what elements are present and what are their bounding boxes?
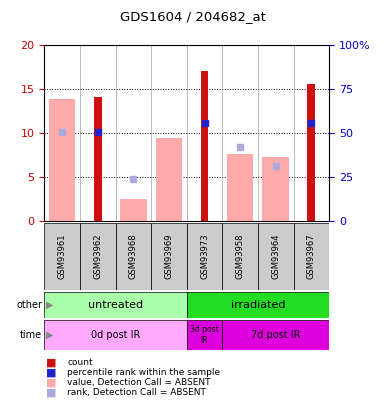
Text: ▶: ▶ bbox=[46, 330, 54, 340]
Text: GSM93973: GSM93973 bbox=[200, 233, 209, 279]
Bar bbox=[187, 223, 223, 290]
Bar bbox=[258, 223, 293, 290]
Bar bbox=[44, 320, 187, 350]
Text: rank, Detection Call = ABSENT: rank, Detection Call = ABSENT bbox=[67, 388, 206, 397]
Text: untreated: untreated bbox=[88, 300, 143, 310]
Bar bbox=[308, 84, 315, 221]
Text: other: other bbox=[16, 300, 42, 310]
Text: GSM93962: GSM93962 bbox=[93, 233, 102, 279]
Text: 0d post IR: 0d post IR bbox=[91, 330, 140, 340]
Text: ■: ■ bbox=[46, 388, 57, 398]
Bar bbox=[44, 223, 80, 290]
Text: GSM93961: GSM93961 bbox=[58, 233, 67, 279]
Bar bbox=[80, 223, 116, 290]
Text: ■: ■ bbox=[46, 378, 57, 388]
Bar bbox=[293, 223, 329, 290]
Bar bbox=[187, 292, 329, 318]
Bar bbox=[44, 292, 187, 318]
Bar bbox=[116, 223, 151, 290]
Text: ▶: ▶ bbox=[46, 300, 54, 310]
Text: GSM93958: GSM93958 bbox=[236, 233, 244, 279]
Bar bbox=[227, 154, 253, 221]
Bar bbox=[223, 320, 329, 350]
Bar bbox=[156, 138, 182, 221]
Text: value, Detection Call = ABSENT: value, Detection Call = ABSENT bbox=[67, 378, 211, 387]
Text: irradiated: irradiated bbox=[231, 300, 285, 310]
Text: ■: ■ bbox=[46, 368, 57, 377]
Bar bbox=[263, 157, 289, 221]
Text: time: time bbox=[20, 330, 42, 340]
Bar bbox=[49, 99, 75, 221]
Text: GSM93969: GSM93969 bbox=[164, 233, 173, 279]
Text: GSM93968: GSM93968 bbox=[129, 233, 138, 279]
Text: 7d post IR: 7d post IR bbox=[251, 330, 301, 340]
Text: ■: ■ bbox=[46, 358, 57, 367]
Text: 3d post
IR: 3d post IR bbox=[190, 326, 219, 345]
Bar bbox=[201, 71, 208, 221]
Bar bbox=[187, 320, 223, 350]
Text: GSM93967: GSM93967 bbox=[307, 233, 316, 279]
Text: GDS1604 / 204682_at: GDS1604 / 204682_at bbox=[120, 10, 265, 23]
Bar bbox=[151, 223, 187, 290]
Text: GSM93964: GSM93964 bbox=[271, 233, 280, 279]
Bar bbox=[223, 223, 258, 290]
Text: count: count bbox=[67, 358, 93, 367]
Bar bbox=[120, 199, 147, 221]
Text: percentile rank within the sample: percentile rank within the sample bbox=[67, 368, 221, 377]
Bar bbox=[94, 98, 102, 221]
